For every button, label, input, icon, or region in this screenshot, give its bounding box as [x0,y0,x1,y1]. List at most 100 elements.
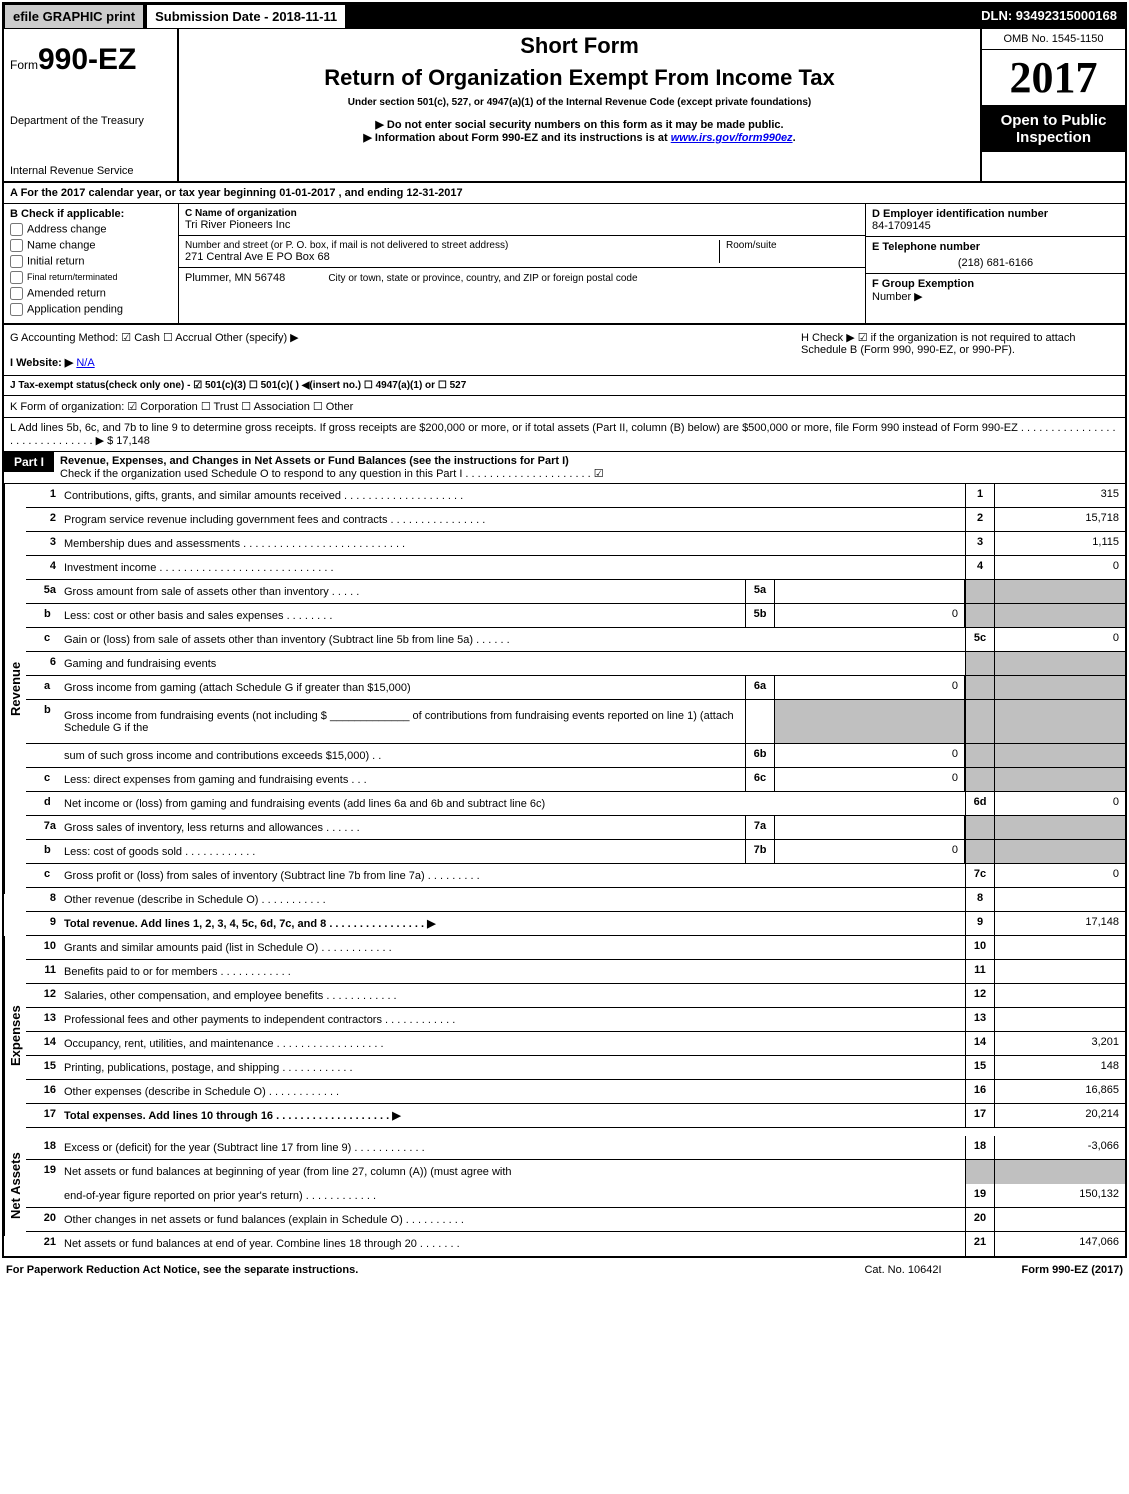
line-5b-num: b [26,604,60,627]
cb-final-return-input[interactable] [10,271,23,284]
line-6a-endnum-shaded [965,676,995,699]
line-1-endnum: 1 [965,484,995,507]
line-7c: c Gross profit or (loss) from sales of i… [26,864,1125,888]
efile-print-button[interactable]: efile GRAPHIC print [4,4,144,29]
website-link[interactable]: N/A [76,357,94,369]
section-gi: G Accounting Method: ☑ Cash ☐ Accrual Ot… [4,325,795,375]
line-9-desc: Total revenue. Add lines 1, 2, 3, 4, 5c,… [60,912,965,935]
cb-initial-return[interactable]: Initial return [10,255,172,268]
line-7a-endnum-shaded [965,816,995,839]
sections-ghi: G Accounting Method: ☑ Cash ☐ Accrual Ot… [4,325,1125,376]
line-16: 16 Other expenses (describe in Schedule … [26,1080,1125,1104]
line-12: 12 Salaries, other compensation, and emp… [26,984,1125,1008]
line-6c-midval: 0 [775,768,965,791]
line-16-num: 16 [26,1080,60,1103]
line-1: 1 Contributions, gifts, grants, and simi… [26,484,1125,508]
line-5b-desc: Less: cost or other basis and sales expe… [60,604,745,627]
line-5a: 5a Gross amount from sale of assets othe… [26,580,1125,604]
cb-application-pending[interactable]: Application pending [10,303,172,316]
line-1-endval: 315 [995,484,1125,507]
line-11-num: 11 [26,960,60,983]
line-5c-desc: Gain or (loss) from sale of assets other… [60,628,965,651]
cb-initial-return-label: Initial return [27,255,84,267]
org-city-box: Plummer, MN 56748 City or town, state or… [179,268,865,288]
paperwork-notice: For Paperwork Reduction Act Notice, see … [6,1264,358,1276]
cb-final-return[interactable]: Final return/terminated [10,271,172,284]
line-12-num: 12 [26,984,60,1007]
city-label: City or town, state or province, country… [328,273,637,284]
line-3-num: 3 [26,532,60,555]
line-19: 19 Net assets or fund balances at beginn… [26,1160,1125,1184]
header-left: Form990-EZ Department of the Treasury In… [4,29,179,181]
city-value: Plummer, MN 56748 [185,272,285,284]
cb-amended-return-input[interactable] [10,287,23,300]
line-2-num: 2 [26,508,60,531]
open-public-1: Open to Public [984,112,1123,129]
line-15-endnum: 15 [965,1056,995,1079]
line-3-desc: Membership dues and assessments . . . . … [60,532,965,555]
line-6-num: 6 [26,652,60,675]
line-7b-num: b [26,840,60,863]
form-number: Form990-EZ [10,43,171,77]
line-6-endnum-shaded [965,652,995,675]
tax-year: 2017 [982,50,1125,106]
line-18-endnum: 18 [965,1136,995,1159]
cb-address-change-input[interactable] [10,223,23,236]
line-16-endval: 16,865 [995,1080,1125,1103]
info-about-text: ▶ Information about Form 990-EZ and its … [183,131,976,144]
line-6b2-desc: sum of such gross income and contributio… [60,744,745,767]
line-20-endnum: 20 [965,1208,995,1231]
line-5b-endnum-shaded [965,604,995,627]
cb-application-pending-input[interactable] [10,303,23,316]
part-1-check-line: Check if the organization used Schedule … [60,467,1119,480]
line-7a-midnum: 7a [745,816,775,839]
line-6a-endval-shaded [995,676,1125,699]
cb-final-return-label: Final return/terminated [27,272,118,282]
part-1-header: Part I [4,452,54,472]
line-6d-endnum: 6d [965,792,995,815]
line-20-desc: Other changes in net assets or fund bala… [60,1208,965,1231]
cb-name-change[interactable]: Name change [10,239,172,252]
line-4: 4 Investment income . . . . . . . . . . … [26,556,1125,580]
line-6b2-midval: 0 [775,744,965,767]
line-8-endval [995,888,1125,911]
section-j-tax-exempt: J Tax-exempt status(check only one) - ☑ … [4,376,1125,396]
line-21-desc: Net assets or fund balances at end of ye… [60,1232,965,1256]
c-name-label: C Name of organization [185,208,859,219]
line-9-endval: 17,148 [995,912,1125,935]
line-14-desc: Occupancy, rent, utilities, and maintena… [60,1032,965,1055]
line-6: 6 Gaming and fundraising events [26,652,1125,676]
line-18-endval: -3,066 [995,1136,1125,1159]
line-2: 2 Program service revenue including gove… [26,508,1125,532]
line-10-endnum: 10 [965,936,995,959]
under-section-text: Under section 501(c), 527, or 4947(a)(1)… [183,97,976,108]
section-f-group-exemption: F Group Exemption Number ▶ [866,274,1125,307]
line-19b-num [26,1184,60,1207]
line-17-desc: Total expenses. Add lines 10 through 16 … [60,1104,965,1127]
line-9-num: 9 [26,912,60,935]
line-18: 18 Excess or (deficit) for the year (Sub… [26,1136,1125,1160]
section-b-label: B Check if applicable: [10,208,172,220]
line-6-endval-shaded [995,652,1125,675]
cb-initial-return-input[interactable] [10,255,23,268]
irs-link[interactable]: www.irs.gov/form990ez [671,132,793,144]
line-6b2-endval-shaded [995,744,1125,767]
line-2-endval: 15,718 [995,508,1125,531]
line-21-endval: 147,066 [995,1232,1125,1256]
line-13-endval [995,1008,1125,1031]
line-4-num: 4 [26,556,60,579]
line-6c-endnum-shaded [965,768,995,791]
line-14: 14 Occupancy, rent, utilities, and maint… [26,1032,1125,1056]
form-id-footer: Form 990-EZ (2017) [1022,1264,1123,1276]
line-6a-midval: 0 [775,676,965,699]
net-assets-block: Net Assets 18 Excess or (deficit) for th… [4,1136,1125,1256]
open-public-2: Inspection [984,129,1123,146]
cb-name-change-input[interactable] [10,239,23,252]
line-19-num: 19 [26,1160,60,1184]
cb-amended-return[interactable]: Amended return [10,287,172,300]
net-assets-lines: 18 Excess or (deficit) for the year (Sub… [26,1136,1125,1256]
line-21: 21 Net assets or fund balances at end of… [26,1232,1125,1256]
org-name-value: Tri River Pioneers Inc [185,219,859,231]
cb-address-change[interactable]: Address change [10,223,172,236]
line-10-endval [995,936,1125,959]
